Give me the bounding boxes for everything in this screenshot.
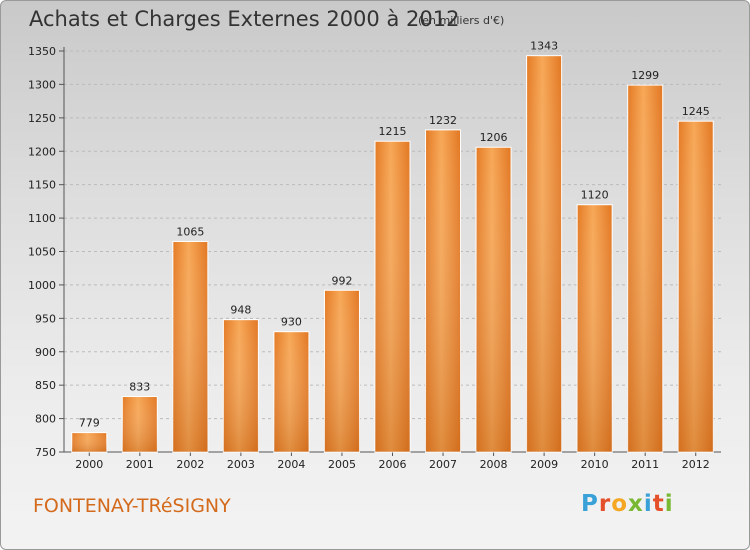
bar-shade: [223, 319, 259, 452]
y-tick-label: 750: [35, 446, 56, 459]
data-label: 948: [230, 304, 251, 317]
logo-letter: x: [628, 491, 644, 517]
x-tick-label: 2006: [379, 458, 407, 471]
bar-shade: [71, 432, 107, 452]
bar-shade: [324, 290, 360, 452]
data-label: 1215: [379, 125, 407, 138]
bar-shade: [627, 85, 663, 453]
data-label: 1206: [480, 131, 508, 144]
data-label: 833: [129, 381, 150, 394]
y-tick-label: 1200: [28, 145, 56, 158]
logo-letter: o: [611, 491, 629, 517]
x-tick-label: 2004: [277, 458, 305, 471]
x-tick-label: 2011: [631, 458, 659, 471]
x-tick-label: 2002: [176, 458, 204, 471]
bar-shade: [122, 396, 158, 452]
chart-title: Achats et Charges Externes 2000 à 2012: [29, 7, 460, 31]
x-tick-label: 2010: [581, 458, 609, 471]
y-tick-label: 1150: [28, 179, 56, 192]
y-tick-label: 800: [35, 413, 56, 426]
data-label: 930: [281, 316, 302, 329]
x-tick-label: 2001: [126, 458, 154, 471]
bar-shade: [273, 331, 309, 452]
x-tick-label: 2007: [429, 458, 457, 471]
x-tick-label: 2008: [480, 458, 508, 471]
bar-shade: [678, 121, 714, 453]
y-tick-label: 1300: [28, 78, 56, 91]
x-tick-label: 2005: [328, 458, 356, 471]
y-tick-label: 850: [35, 379, 56, 392]
logo-letter: t: [652, 491, 665, 517]
data-label: 779: [79, 417, 100, 430]
x-tick-label: 2000: [75, 458, 103, 471]
logo-letter: P: [581, 491, 599, 517]
y-tick-label: 900: [35, 346, 56, 359]
bar-shade: [425, 129, 461, 452]
logo-letter: r: [598, 491, 612, 517]
chart-subtitle: (en milliers d'€): [418, 14, 505, 27]
y-tick-label: 1100: [28, 212, 56, 225]
data-label: 1343: [530, 40, 558, 53]
x-tick-label: 2009: [530, 458, 558, 471]
data-label: 1299: [631, 69, 659, 82]
bar-shade: [526, 55, 562, 452]
bar-shade: [375, 141, 410, 452]
x-tick-label: 2012: [682, 458, 710, 471]
y-tick-label: 1250: [28, 112, 56, 125]
labels: 779 2000 833 2001 1065 2002 948 2003 930 2004 992 2…: [75, 40, 709, 471]
bar-shade: [172, 241, 208, 452]
bar-shade: [577, 204, 613, 452]
data-label: 1120: [581, 189, 609, 202]
bars: [71, 55, 714, 453]
data-label: 1232: [429, 114, 457, 127]
y-tick-label: 950: [35, 312, 56, 325]
x-tick-label: 2003: [227, 458, 255, 471]
bar-shade: [476, 147, 512, 453]
y-tick-label: 1050: [28, 246, 56, 259]
logo-letter: i: [664, 491, 674, 517]
y-tick-label: 1000: [28, 279, 56, 292]
location-name: FONTENAY-TRéSIGNY: [33, 495, 231, 517]
y-tick-label: 1350: [28, 45, 56, 58]
data-label: 992: [331, 274, 352, 287]
data-label: 1245: [682, 105, 710, 118]
logo-letter: i: [643, 491, 653, 517]
data-label: 1065: [176, 225, 204, 238]
proxiti-logo: Proxiti: [581, 491, 674, 517]
